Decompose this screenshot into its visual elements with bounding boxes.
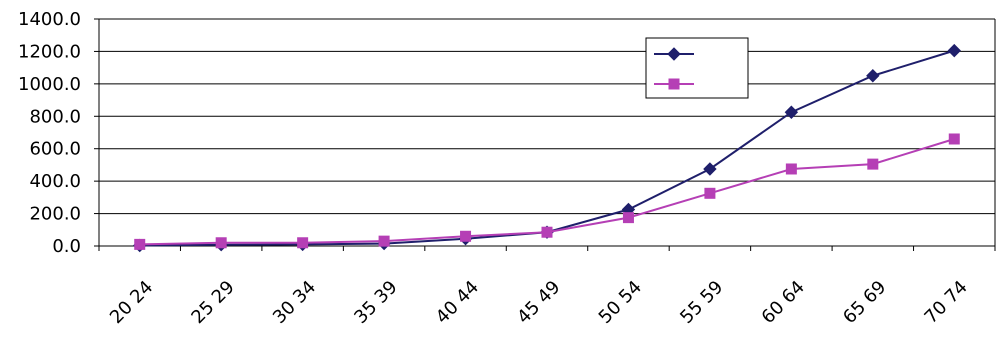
legend xyxy=(645,37,749,99)
data-point xyxy=(460,230,472,242)
y-tick-label: 400.0 xyxy=(29,171,81,192)
data-point xyxy=(215,237,227,249)
data-point xyxy=(784,105,799,119)
x-tick-label: 70 74 xyxy=(921,277,972,328)
data-point xyxy=(867,158,879,170)
data-point xyxy=(704,187,716,199)
x-tick-label: 40 44 xyxy=(432,277,483,328)
legend-box xyxy=(645,37,749,99)
series-1 xyxy=(133,43,961,253)
axes xyxy=(94,18,996,251)
x-tick-label: 30 34 xyxy=(269,277,320,328)
data-point xyxy=(866,69,880,83)
data-point xyxy=(297,237,309,249)
y-tick-label: 1200.0 xyxy=(18,41,81,62)
legend-swatch-marker xyxy=(668,78,680,90)
series-2 xyxy=(134,133,960,250)
x-tick-labels: 20 24 25 29 30 34 35 39 40 44 45 49 50 54 55 59… xyxy=(106,277,972,328)
data-point xyxy=(703,162,717,176)
data-point xyxy=(947,43,961,58)
series-line xyxy=(139,49,955,247)
x-tick-label: 55 59 xyxy=(676,277,727,328)
x-tick-label: 20 24 xyxy=(106,277,157,328)
data-point xyxy=(541,226,553,238)
x-tick-label: 60 64 xyxy=(758,277,809,328)
y-tick-label: 1400.0 xyxy=(18,9,81,30)
data-point xyxy=(378,235,390,247)
y-tick-label: 800.0 xyxy=(29,106,81,127)
x-tick-label: 45 49 xyxy=(513,277,564,328)
x-tick-label: 25 29 xyxy=(187,277,238,328)
y-tick-labels: 0.0 200.0 400.0 600.0 800.0 1000.0 1200.0 1400.… xyxy=(18,9,81,257)
data-point xyxy=(785,163,797,175)
series-group xyxy=(133,43,961,253)
legend-swatch-marker xyxy=(667,47,681,61)
y-tick-label: 600.0 xyxy=(29,139,81,160)
x-tick-label: 65 69 xyxy=(839,277,890,328)
y-tick-label: 0.0 xyxy=(52,236,81,257)
x-tick-label: 50 54 xyxy=(595,277,646,328)
y-tick-label: 200.0 xyxy=(29,204,81,225)
data-point xyxy=(948,133,960,145)
data-point xyxy=(134,238,146,250)
data-point xyxy=(622,212,634,224)
gridlines xyxy=(99,18,995,215)
x-tick-label: 35 39 xyxy=(350,277,401,328)
y-tick-label: 1000.0 xyxy=(18,74,81,95)
